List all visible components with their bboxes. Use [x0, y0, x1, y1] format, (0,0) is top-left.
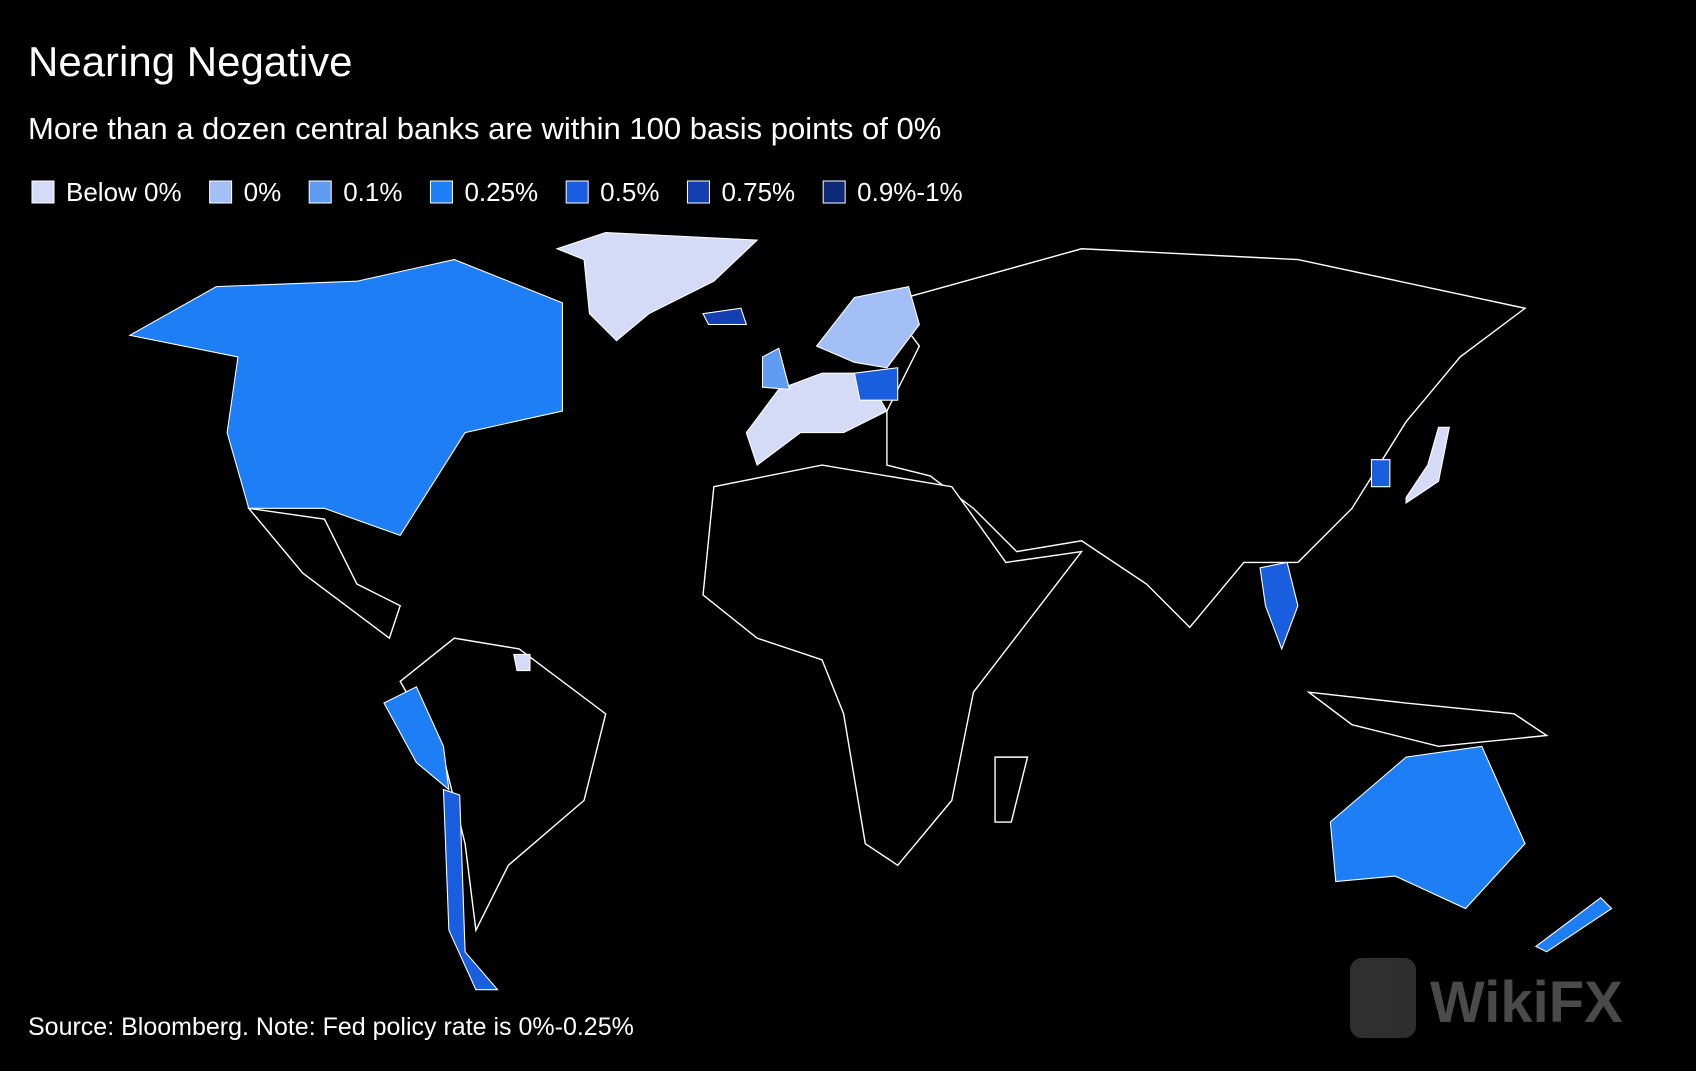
legend-swatch [686, 180, 710, 204]
eurasia [885, 248, 1527, 629]
subtitle: More than a dozen central banks are with… [28, 111, 941, 146]
legend-label: Below 0% [66, 177, 182, 207]
watermark: WikiFX [1350, 958, 1623, 1038]
watermark-logo [1350, 958, 1416, 1038]
australia [1329, 745, 1526, 910]
legend-swatch [565, 180, 589, 204]
watermark-text: WikiFX [1430, 970, 1623, 1035]
legend-swatch [308, 180, 332, 204]
legend-swatch [31, 180, 55, 204]
legend-label: 0% [244, 177, 282, 207]
africa [702, 464, 1084, 867]
north-america [128, 259, 563, 537]
greenland [555, 231, 759, 342]
legend-swatch [822, 180, 846, 204]
legend-label: 0.1% [343, 177, 402, 207]
legend-label: 0.9%-1% [857, 177, 963, 207]
legend-swatch [429, 180, 453, 204]
thailand [1259, 561, 1299, 651]
indonesia [1306, 691, 1549, 748]
south-korea [1370, 459, 1391, 488]
scandinavia [815, 285, 920, 369]
legend-label: 0.25% [464, 177, 538, 207]
legend-swatch [209, 180, 233, 204]
suriname [513, 653, 531, 672]
map [128, 231, 1613, 991]
poland [853, 367, 899, 401]
uk [761, 347, 791, 390]
peru [383, 686, 450, 791]
new-zealand [1534, 897, 1613, 953]
euro-area [745, 372, 888, 466]
legend: Below 0% 0% 0.1% 0.25% 0.5% 0.75% 0.9%-1% [31, 177, 963, 207]
chile [442, 788, 499, 991]
legend-label: 0.75% [721, 177, 795, 207]
madagascar [994, 756, 1029, 823]
legend-label: 0.5% [600, 177, 659, 207]
iceland [702, 307, 748, 326]
japan [1405, 426, 1451, 504]
source-note: Source: Bloomberg. Note: Fed policy rate… [28, 1013, 634, 1041]
title: Nearing Negative [28, 38, 353, 85]
central-america [247, 507, 402, 640]
